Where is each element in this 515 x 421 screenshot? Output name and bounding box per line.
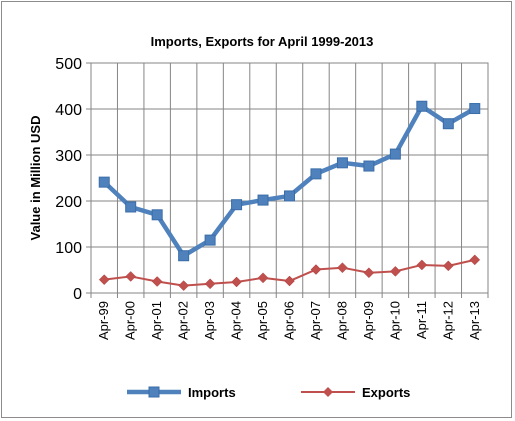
data-point-exports xyxy=(98,274,110,286)
series-imports xyxy=(98,100,481,262)
legend-label: Imports xyxy=(188,385,236,400)
legend-label: Exports xyxy=(362,385,410,400)
data-point-exports xyxy=(178,280,189,291)
y-tick-label: 0 xyxy=(73,286,82,303)
x-tick-label: Apr-10 xyxy=(387,301,402,340)
x-tick-label: Apr-08 xyxy=(334,301,349,340)
data-point-exports xyxy=(204,278,216,290)
data-point-exports xyxy=(363,267,375,279)
data-point-imports xyxy=(257,194,269,206)
x-tick-label: Apr-13 xyxy=(467,301,482,340)
data-point-imports xyxy=(151,209,163,221)
data-point-exports xyxy=(390,266,401,277)
data-point-exports xyxy=(257,272,269,284)
legend: Imports Exports xyxy=(127,385,410,400)
x-tick-label: Apr-11 xyxy=(414,301,429,339)
series-exports xyxy=(98,254,481,291)
legend-marker xyxy=(323,387,333,397)
series-layer xyxy=(98,100,481,291)
plot-background xyxy=(90,62,489,294)
data-point-imports xyxy=(204,234,216,246)
x-tick-label: Apr-09 xyxy=(361,301,376,340)
data-point-exports xyxy=(337,262,348,274)
y-tick-label: 200 xyxy=(55,194,82,211)
x-tick-label: Apr-99 xyxy=(96,301,111,340)
legend-item-imports: Imports xyxy=(127,385,236,400)
data-point-exports xyxy=(442,260,454,272)
legend-item-exports: Exports xyxy=(301,385,410,400)
y-tick-label: 100 xyxy=(55,240,82,257)
data-point-imports xyxy=(416,100,428,112)
data-point-exports xyxy=(416,259,428,271)
y-axis-label: Value in Million USD xyxy=(28,116,43,241)
y-tick-label: 500 xyxy=(55,56,82,73)
plot-area xyxy=(90,62,489,294)
data-point-imports xyxy=(231,199,243,211)
data-point-imports xyxy=(469,103,481,115)
data-point-exports xyxy=(469,254,481,266)
x-tick-label: Apr-01 xyxy=(149,301,164,340)
chart-title: Imports, Exports for April 1999-2013 xyxy=(151,34,374,49)
grid-layer xyxy=(86,62,489,298)
x-tick-label: Apr-07 xyxy=(308,301,323,340)
data-point-exports xyxy=(310,264,322,275)
data-point-imports xyxy=(98,176,110,188)
y-tick-label: 300 xyxy=(55,148,82,165)
data-point-imports xyxy=(125,201,137,213)
data-point-exports xyxy=(125,271,137,282)
x-tick-label: Apr-03 xyxy=(202,301,217,340)
x-tick-label: Apr-00 xyxy=(123,301,138,340)
x-tick-label: Apr-02 xyxy=(176,301,191,340)
legend-marker xyxy=(148,386,160,398)
y-axis-ticks: 0 100 200 300 400 500 xyxy=(55,56,82,303)
data-point-exports xyxy=(151,276,163,287)
data-point-imports xyxy=(389,148,401,160)
x-axis-ticks: Apr-99 Apr-00 Apr-01 Apr-02 Apr-03 Apr-04 Apr-… xyxy=(96,301,482,340)
x-tick-label: Apr-12 xyxy=(440,301,455,340)
data-point-imports xyxy=(336,157,348,169)
data-point-imports xyxy=(284,190,295,202)
data-point-exports xyxy=(284,275,295,287)
y-tick-label: 400 xyxy=(55,102,82,119)
data-point-exports xyxy=(231,276,242,288)
data-point-imports xyxy=(442,118,454,130)
data-point-imports xyxy=(178,250,190,262)
data-point-imports xyxy=(310,168,322,180)
x-tick-label: Apr-06 xyxy=(282,301,297,340)
data-point-imports xyxy=(363,160,375,172)
x-tick-label: Apr-05 xyxy=(255,301,270,340)
x-tick-label: Apr-04 xyxy=(229,301,244,340)
